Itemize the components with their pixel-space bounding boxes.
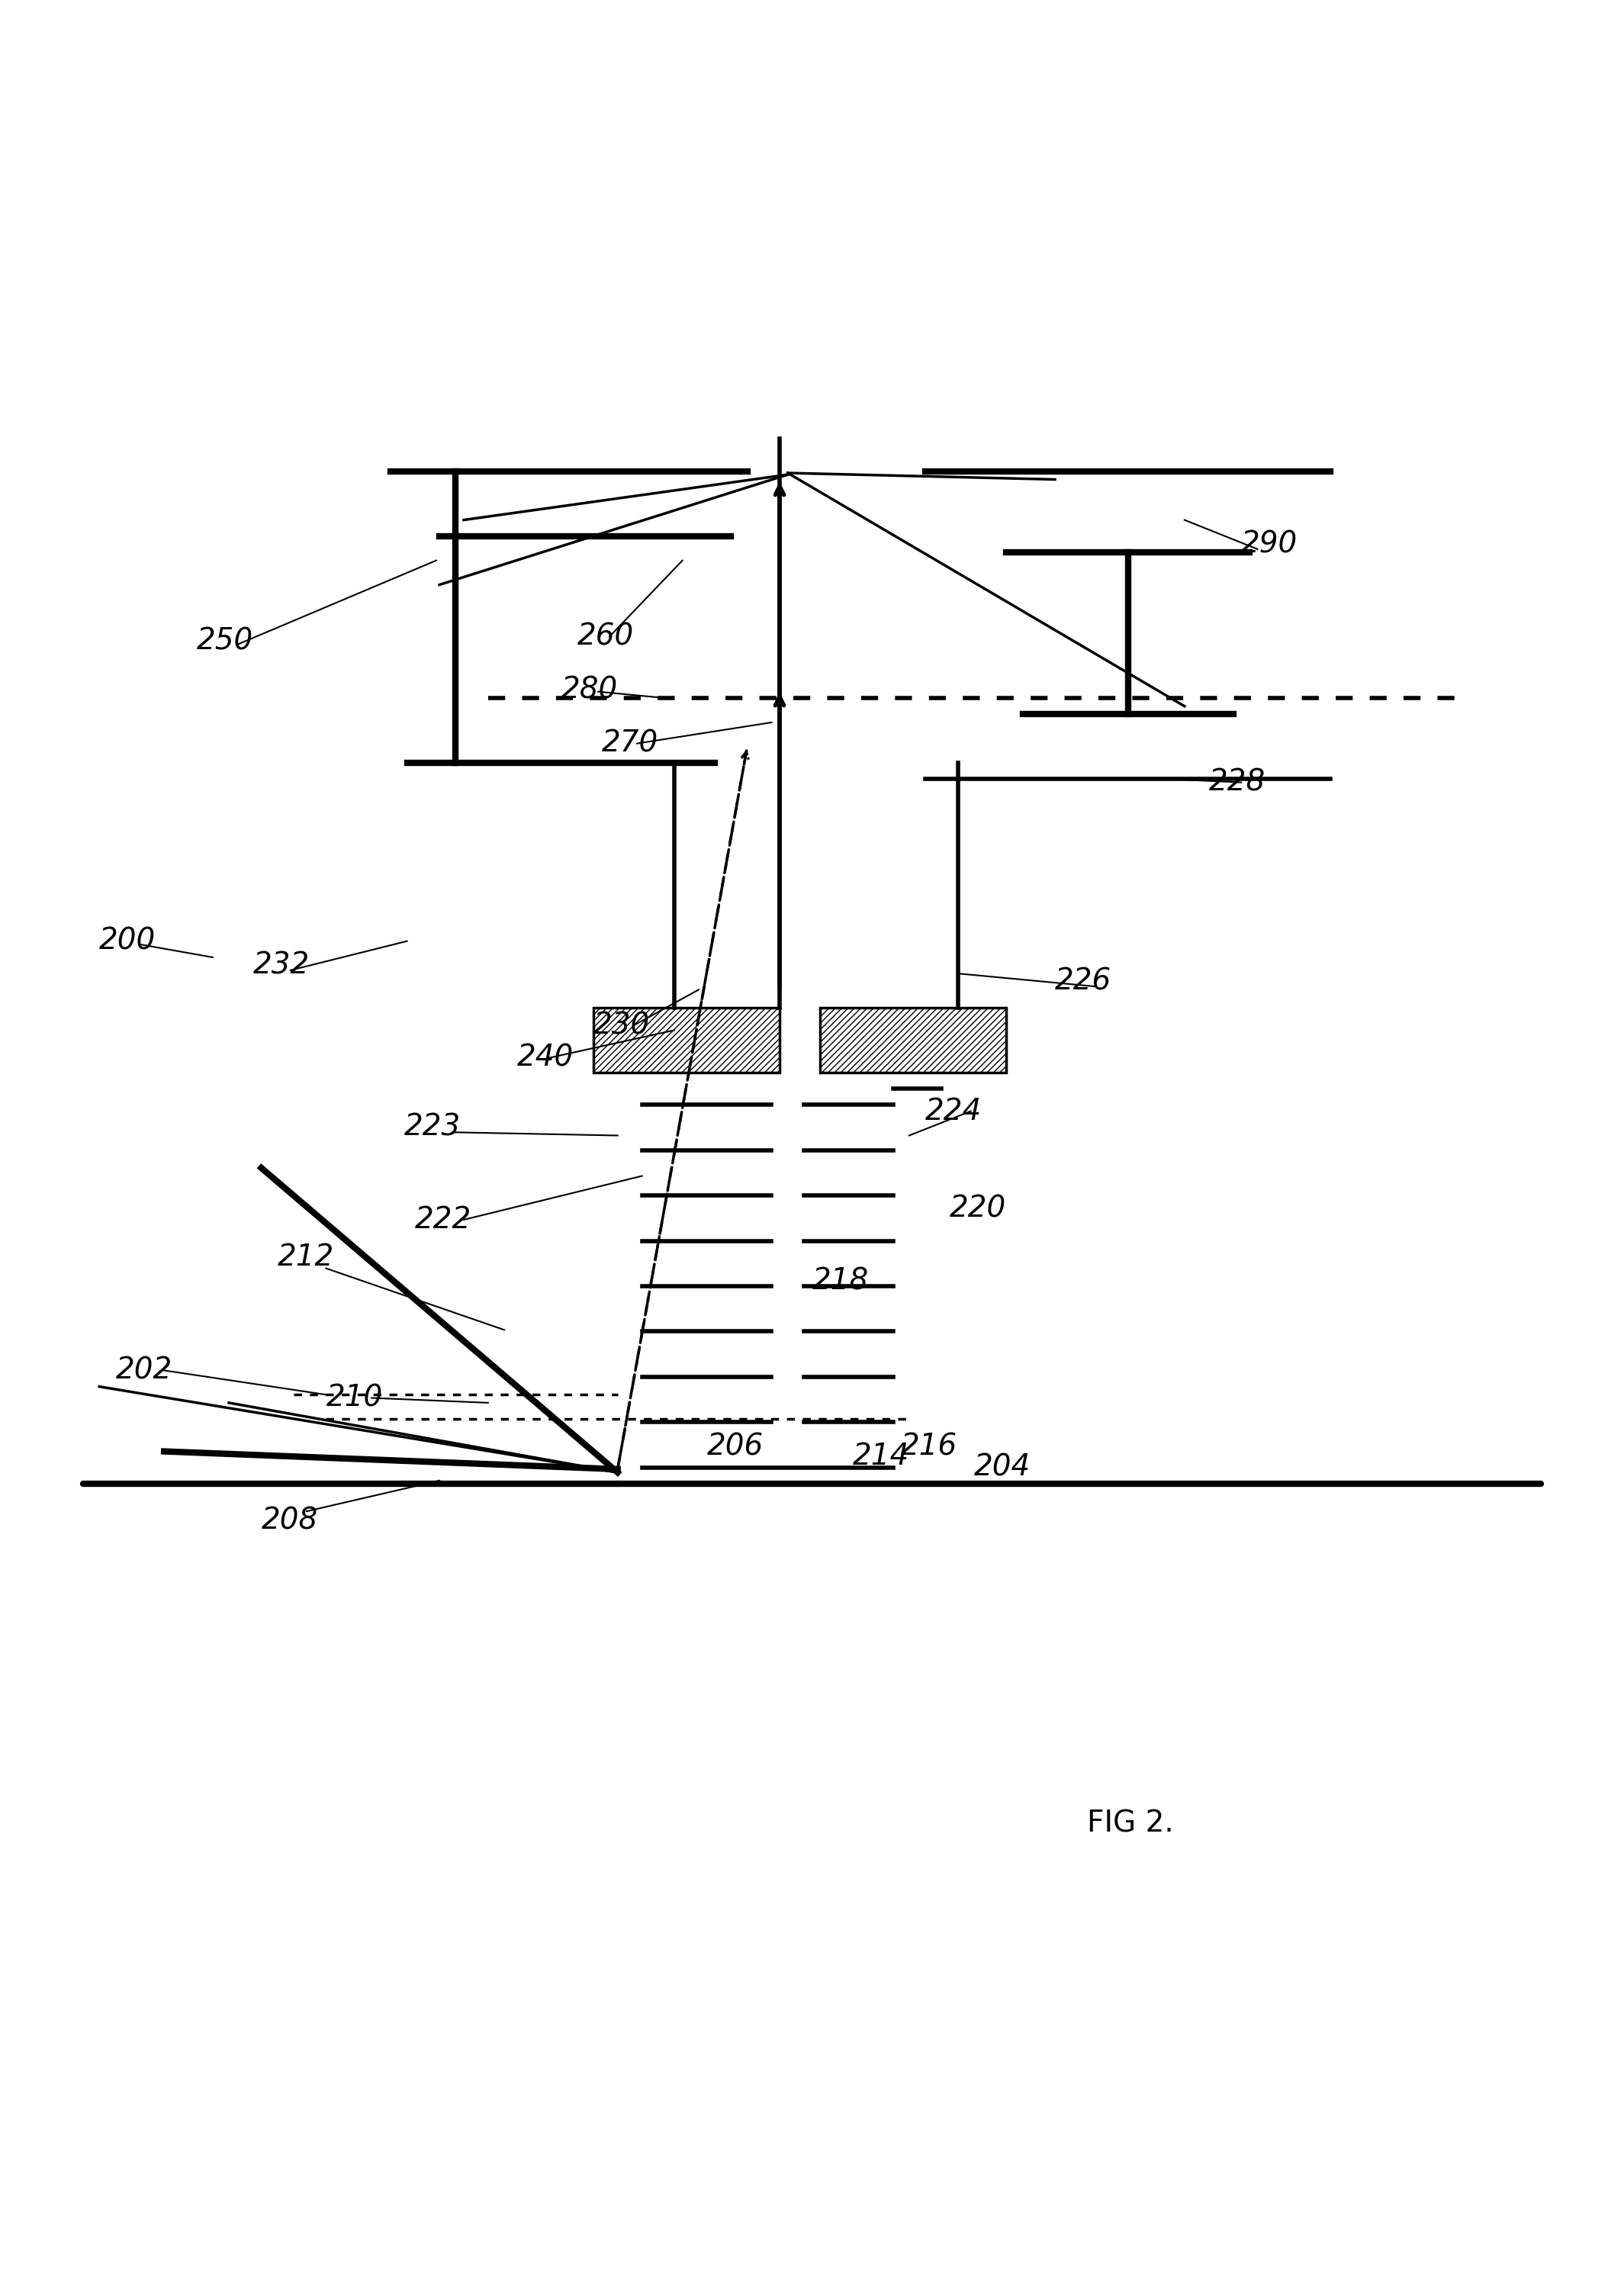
Text: 208: 208 (261, 1506, 318, 1535)
Text: 214: 214 (853, 1442, 909, 1472)
Text: 222: 222 (416, 1206, 473, 1233)
Text: 206: 206 (706, 1433, 763, 1460)
Text: 250: 250 (197, 627, 253, 656)
Text: 218: 218 (812, 1267, 869, 1297)
Text: 200: 200 (99, 927, 156, 956)
Text: 223: 223 (404, 1113, 461, 1142)
Text: 270: 270 (601, 729, 658, 759)
Text: 260: 260 (577, 622, 633, 652)
Bar (593, 1008, 780, 1072)
Text: 226: 226 (1056, 967, 1111, 997)
Text: 202: 202 (115, 1356, 172, 1385)
Text: 232: 232 (253, 952, 310, 979)
Text: 240: 240 (516, 1042, 573, 1072)
Text: 280: 280 (560, 674, 617, 704)
Bar (820, 1008, 1007, 1072)
Text: 220: 220 (950, 1195, 1007, 1222)
Text: 204: 204 (974, 1453, 1031, 1483)
Text: 228: 228 (1208, 768, 1265, 797)
Text: 212: 212 (278, 1242, 335, 1272)
Text: 290: 290 (1241, 529, 1298, 559)
Text: 224: 224 (926, 1097, 983, 1126)
Text: FIG 2.: FIG 2. (1088, 1810, 1174, 1840)
Text: 216: 216 (901, 1433, 958, 1460)
Text: 230: 230 (593, 1011, 650, 1040)
Text: 210: 210 (326, 1383, 383, 1413)
